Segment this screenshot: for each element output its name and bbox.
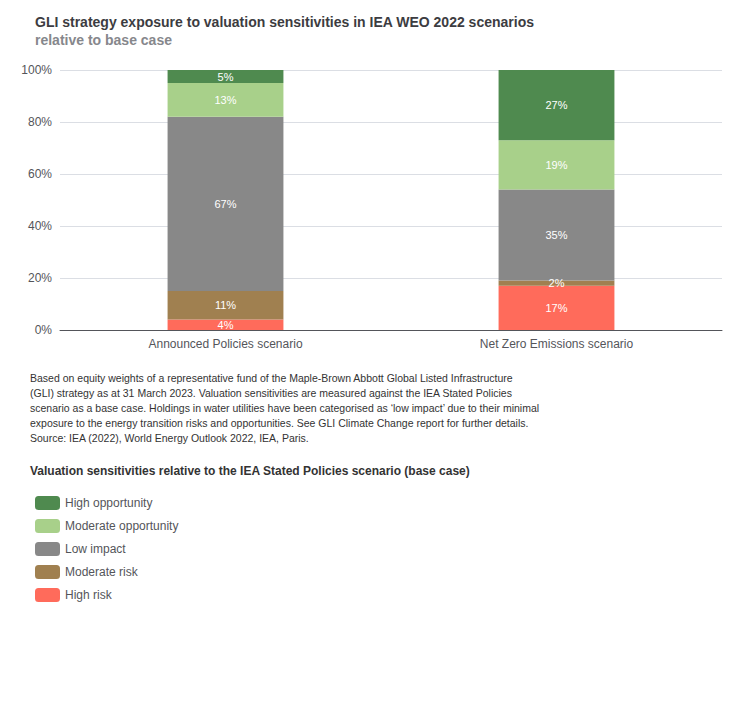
- svg-text:0%: 0%: [35, 323, 53, 337]
- svg-text:Moderate opportunity: Moderate opportunity: [65, 519, 178, 533]
- svg-text:GLI strategy exposure to valua: GLI strategy exposure to valuation sensi…: [35, 14, 534, 30]
- svg-text:40%: 40%: [28, 219, 52, 233]
- svg-text:35%: 35%: [545, 229, 567, 241]
- svg-text:Net Zero Emissions scenario: Net Zero Emissions scenario: [480, 337, 634, 351]
- svg-text:17%: 17%: [545, 302, 567, 314]
- svg-text:80%: 80%: [28, 115, 52, 129]
- svg-text:Valuation sensitivities relati: Valuation sensitivities relative to the …: [30, 464, 470, 478]
- svg-text:Source: IEA (2022), World Ener: Source: IEA (2022), World Energy Outlook…: [30, 432, 309, 444]
- svg-text:27%: 27%: [545, 99, 567, 111]
- svg-text:11%: 11%: [215, 299, 236, 311]
- svg-text:(GLI) strategy as at 31 March: (GLI) strategy as at 31 March 2023. Valu…: [30, 387, 512, 399]
- svg-text:2%: 2%: [549, 277, 565, 289]
- svg-text:Low impact: Low impact: [65, 542, 126, 556]
- svg-text:19%: 19%: [545, 159, 567, 171]
- svg-text:exposure to the energy transit: exposure to the energy transition risks …: [30, 417, 528, 429]
- svg-text:High risk: High risk: [65, 588, 113, 602]
- svg-text:Moderate risk: Moderate risk: [65, 565, 139, 579]
- svg-text:relative to base case: relative to base case: [35, 32, 172, 48]
- svg-text:High opportunity: High opportunity: [65, 496, 152, 510]
- svg-text:Based on equity weights of a r: Based on equity weights of a representat…: [30, 372, 513, 384]
- svg-text:20%: 20%: [28, 271, 52, 285]
- svg-text:100%: 100%: [21, 63, 52, 77]
- svg-text:5%: 5%: [218, 71, 234, 83]
- svg-text:67%: 67%: [214, 198, 236, 210]
- svg-text:4%: 4%: [218, 319, 234, 331]
- svg-text:Announced Policies scenario: Announced Policies scenario: [148, 337, 302, 351]
- svg-text:60%: 60%: [28, 167, 52, 181]
- svg-text:13%: 13%: [214, 94, 236, 106]
- svg-text:scenario as a base case. Holdi: scenario as a base case. Holdings in wat…: [30, 402, 539, 414]
